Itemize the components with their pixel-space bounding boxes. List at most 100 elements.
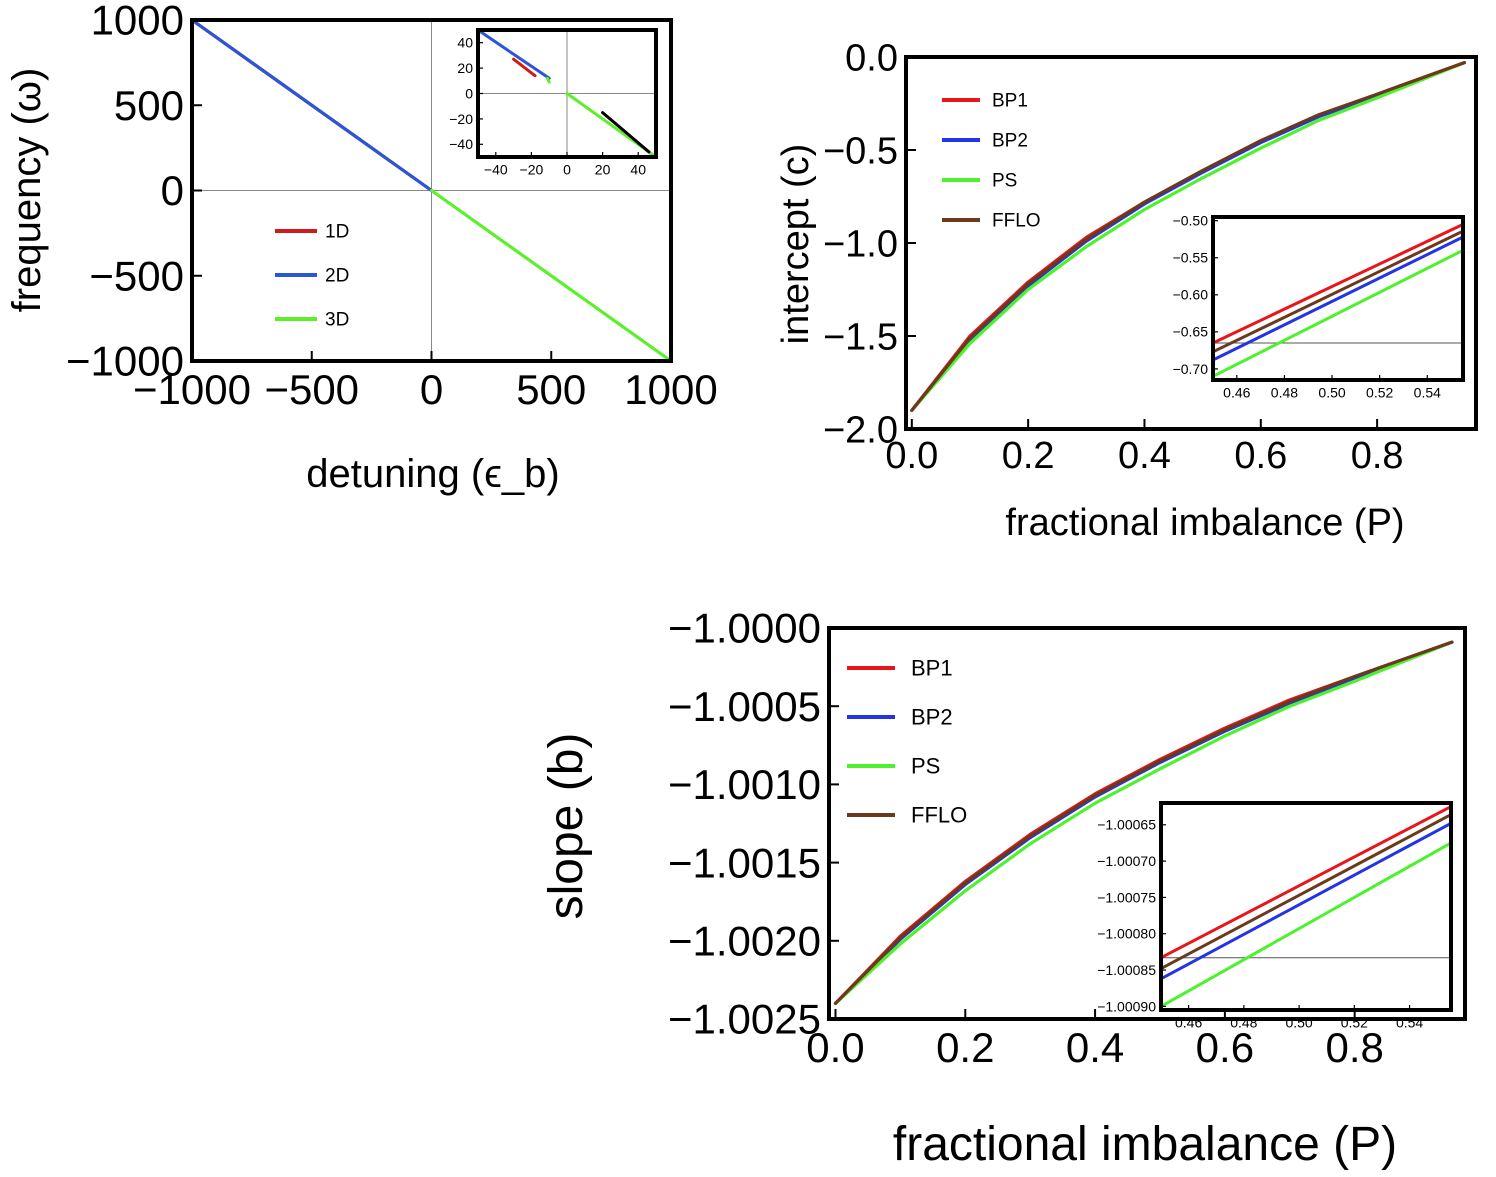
plot-frame [827, 626, 1467, 1021]
y-axis-label: slope (b) [540, 733, 593, 920]
main-series-ps [910, 60, 1467, 412]
inset-frame [1211, 215, 1465, 382]
x-tick-label: 0.8 [1325, 1024, 1383, 1071]
main-series-2d [190, 18, 434, 193]
inset-x-tick-label: 0.50 [1318, 385, 1345, 401]
legend-label-fflo: FFLO [911, 803, 967, 828]
inset-plot: 0.46 0.48 0.50 0.52 0.54 −0.50 −0.55 −0.60 −0.65… [1173, 213, 1465, 401]
inset-series-1d [512, 57, 537, 78]
inset-y-tick-label: −0.70 [1173, 361, 1209, 377]
y-tick-label: −0.5 [823, 130, 898, 172]
inset-x-tick-label: 0.48 [1271, 385, 1298, 401]
y-tick-label: −1.0005 [668, 683, 821, 730]
inset-y-tick-label: −0.60 [1173, 287, 1209, 303]
y-tick-label: 1000 [91, 0, 184, 44]
inset-y-tick-label: −1.00090 [1097, 998, 1156, 1014]
main-series-3d [429, 188, 673, 363]
legend-label-ps: PS [992, 171, 1017, 192]
x-axis-label: detuning (ϵ_b) [306, 452, 559, 496]
legend-label-bp1: BP1 [992, 91, 1028, 112]
y-tick-label: −1.5 [823, 316, 898, 358]
inset-y-tick-label: −0.50 [1173, 213, 1209, 229]
legend-label-2d: 2D [325, 266, 349, 287]
inset-y-tick-label: −0.65 [1173, 324, 1209, 340]
inset-y-tick-label: 40 [457, 35, 473, 51]
y-tick-label: −1.0 [823, 223, 898, 265]
legend-label-1d: 1D [325, 222, 349, 243]
x-tick-label: 0.4 [1066, 1024, 1124, 1071]
x-tick-label: 0 [420, 366, 443, 413]
y-tick-label: −1.0020 [668, 918, 821, 965]
inset-y-tick-label: −0.55 [1173, 250, 1209, 266]
inset-x-tick-label: −20 [520, 162, 544, 178]
x-tick-label: 0.0 [806, 1024, 864, 1071]
inset-series-bp2 [1159, 821, 1453, 981]
legend-label-bp2: BP2 [911, 705, 953, 730]
main-series-fflo [910, 60, 1467, 412]
legend-label-ps: PS [911, 754, 940, 779]
y-tick-label: −1.0000 [668, 605, 821, 652]
inset-y-tick-label: 0 [465, 85, 473, 101]
inset-series-black [601, 111, 651, 154]
inset-x-tick-label: 40 [630, 162, 646, 178]
inset-plot: −40 −20 0 20 40 40 20 0 −20 −40 [449, 28, 658, 178]
x-axis-label: fractional imbalance (P) [893, 1118, 1397, 1171]
inset-y-tick-label: −1.00070 [1097, 853, 1156, 869]
y-axis-label: intercept (c) [775, 144, 817, 345]
inset-x-tick-label: −40 [484, 162, 508, 178]
inset-x-tick-label: 0.54 [1396, 1015, 1423, 1031]
inset-y-tick-label: −1.00080 [1097, 926, 1156, 942]
inset-series-ps [1211, 248, 1465, 378]
inset-x-tick-label: 0.52 [1341, 1015, 1368, 1031]
inset-x-tick-label: 0 [563, 162, 571, 178]
inset-x-tick-label: 0.46 [1175, 1015, 1202, 1031]
chart-frequency-vs-detuning: −1000 −500 0 500 1000 1000 500 0 −500 −1000 detuni… [5, 0, 718, 496]
legend-label-3d: 3D [325, 310, 349, 331]
y-tick-label: 0.0 [845, 37, 898, 79]
legend-label-fflo: FFLO [992, 211, 1041, 232]
inset-series-fflo [1211, 229, 1465, 354]
inset-frame [1159, 801, 1453, 1012]
y-tick-label: −1.0025 [668, 996, 821, 1043]
x-tick-label: 0.8 [1351, 435, 1404, 477]
y-tick-label: −1.0010 [668, 761, 821, 808]
inset-series-bp2 [1211, 235, 1465, 362]
inset-y-tick-label: 20 [457, 60, 473, 76]
x-tick-label: 1000 [624, 366, 717, 413]
inset-series-bp1 [1159, 805, 1453, 960]
x-tick-label: −500 [264, 366, 359, 413]
inset-y-tick-label: −40 [449, 136, 473, 152]
chart-slope-vs-imbalance: 0.0 0.2 0.4 0.6 0.8 −1.0000 −1.0005 −1.0010 −1.0… [540, 605, 1467, 1171]
x-tick-label: 0.0 [885, 435, 938, 477]
main-series-ps [833, 640, 1454, 1006]
inset-series-2d [478, 29, 551, 80]
inset-series-3d [545, 76, 551, 84]
inset-x-tick-label: 0.48 [1230, 1015, 1257, 1031]
inset-x-tick-label: 0.52 [1366, 385, 1393, 401]
inset-series-ps [1159, 841, 1453, 1008]
y-axis-label: frequency (ω) [5, 68, 49, 313]
y-tick-label: 500 [114, 82, 184, 129]
chart-intercept-vs-imbalance: 0.0 0.2 0.4 0.6 0.8 0.0 −0.5 −1.0 −1.5 −2.0 fracti… [775, 37, 1478, 544]
inset-y-tick-label: −1.00075 [1097, 889, 1156, 905]
inset-series-bp1 [1211, 222, 1465, 345]
x-tick-label: 500 [516, 366, 586, 413]
y-tick-label: −500 [89, 252, 184, 299]
inset-y-tick-label: −1.00085 [1097, 962, 1156, 978]
x-tick-label: 0.4 [1118, 435, 1171, 477]
legend-label-bp2: BP2 [992, 131, 1028, 152]
inset-background [1161, 803, 1451, 1010]
inset-x-tick-label: 0.50 [1285, 1015, 1312, 1031]
inset-x-tick-label: 0.46 [1223, 385, 1250, 401]
inset-y-tick-label: −1.00065 [1097, 817, 1156, 833]
legend-label-bp1: BP1 [911, 656, 953, 681]
y-tick-label: −1.0015 [668, 839, 821, 886]
x-tick-label: 0.2 [936, 1024, 994, 1071]
y-tick-label: −1000 [66, 338, 184, 385]
x-tick-label: 0.6 [1196, 1024, 1254, 1071]
inset-series-fflo [1159, 813, 1453, 971]
inset-plot: 0.46 0.48 0.50 0.52 0.54 −1.00065 −1.00070 −1.0… [1097, 801, 1453, 1031]
main-series-fflo [833, 640, 1454, 1006]
x-axis-label: fractional imbalance (P) [1005, 502, 1404, 544]
x-tick-label: 0.6 [1234, 435, 1287, 477]
